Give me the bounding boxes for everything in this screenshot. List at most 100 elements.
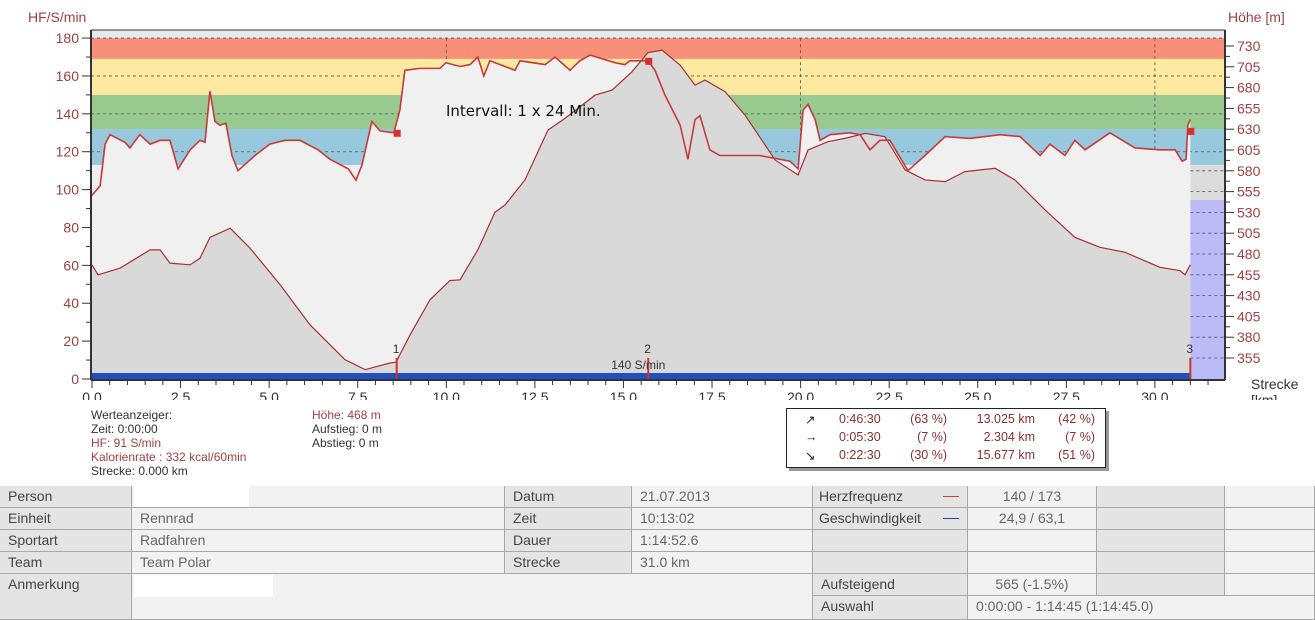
y-axis-left-label: HF/S/min [28,9,86,25]
strip-grey [1190,164,1225,200]
y-tick-label-right: 705 [1237,59,1261,75]
y-tick-label-right: 455 [1237,267,1261,283]
x-tick-label: 30.0 [1141,389,1168,400]
stat-dist-pct: (7 %) [1065,430,1095,444]
y-tick-label-right: 630 [1237,121,1261,137]
y-tick-label-right: 655 [1237,100,1261,116]
speed-label: Geschwindigkeit [819,510,921,526]
speed-value: 24,9 / 63,1 [968,508,1097,530]
aufsteigend-value: 565 (-1.5%) [968,574,1097,596]
werteanzeiger-hf: HF: 91 S/min [91,436,162,450]
hf-label: Herzfrequenz [819,488,904,504]
value-display: Werteanzeiger: Zeit: 0:00:00 HF: 91 S/mi… [91,408,246,478]
x-tick-label: 5.0 [259,389,279,400]
stat-dist-pct: (42 %) [1058,412,1095,426]
x-tick-label: 0.0 [82,389,102,400]
x-tick-label: 25.0 [964,389,991,400]
empty-cell [1097,574,1225,596]
stat-time-pct: (7 %) [917,430,947,444]
werteanzeiger-aufstieg: Aufstieg: 0 m [312,422,383,436]
empty-cell [1097,552,1225,574]
strecke-label: Strecke [505,552,632,574]
y-tick-label-right: 380 [1237,329,1261,345]
empty-cell [1097,508,1225,530]
hf-legend-cell: Herzfrequenz [813,486,968,508]
marker-note: 140 S/min [611,358,665,372]
strip-lavender [1190,200,1225,379]
empty-cell [1225,486,1315,508]
y-tick-label-left: 80 [63,219,79,235]
werteanzeiger-zeit: Zeit: 0:00:00 [91,422,158,436]
werteanzeiger-title: Werteanzeiger: [91,408,173,422]
einheit-value: Rennrad [132,508,505,530]
y-tick-label-right: 430 [1237,288,1261,304]
aufsteigend-label: Aufsteigend [813,574,968,596]
datum-value: 21.07.2013 [632,486,813,508]
hf-line [91,54,1192,196]
einheit-label: Einheit [0,508,132,530]
anmerkung-redacted [134,575,273,597]
altitude-area [92,50,1191,379]
y-tick-label-right: 480 [1237,246,1261,262]
person-label: Person [0,486,132,508]
downhill-arrow-icon: ↘ [805,449,816,463]
x-tick-label: 10.0 [433,389,460,400]
empty-cell [813,552,968,574]
stat-dist: 2.304 km [983,430,1035,444]
y-tick-label-right: 730 [1237,38,1261,54]
marker-point [393,129,401,137]
x-tick-label: 20.0 [787,389,814,400]
session-info-table: Person Datum 21.07.2013 Herzfrequenz 140… [0,486,1315,620]
empty-cell [1225,530,1315,552]
strecke-value: 31.0 km [632,552,813,574]
y-tick-label-right: 530 [1237,204,1261,220]
sportart-label: Sportart [0,530,132,552]
stat-dist: 13.025 km [976,412,1035,426]
stat-time: 0:46:30 [839,412,881,426]
stat-time-pct: (63 %) [910,412,947,426]
anmerkung-label: Anmerkung [0,574,132,620]
stat-time-pct: (30 %) [910,448,947,462]
y-axis-right-label: Höhe [m] [1228,9,1285,25]
marker-label: 2 [644,342,651,356]
team-label: Team [0,552,132,574]
empty-cell [813,530,968,552]
x-tick-label: 12.5 [521,389,548,400]
marker-label: 3 [1186,342,1193,356]
x-tick-label: 15.0 [610,389,637,400]
empty-cell [1097,530,1225,552]
marker-label: 1 [393,342,400,356]
flat-arrow-icon: → [805,430,818,444]
marker-point [1187,127,1195,135]
x-axis-label: Strecke [1251,376,1299,392]
zone-red [91,38,1225,59]
y-tick-label-right: 405 [1237,308,1261,324]
werteanzeiger-strecke: Strecke: 0.000 km [91,464,188,478]
x-tick-label: 17.5 [698,389,725,400]
stat-row-uphill: ↗ 0:46:30 (63 %) 13.025 km (42 %) [787,412,1105,430]
stat-time: 0:05:30 [839,430,881,444]
x-tick-label: 22.5 [876,389,903,400]
x-tick-label: 27.5 [1053,389,1080,400]
marker-point [645,57,653,65]
y-tick-label-left: 100 [56,182,80,198]
empty-cell [968,530,1097,552]
empty-cell [1225,508,1315,530]
altitude-line [91,49,1191,371]
werteanzeiger-kalorien: Kalorienrate : 332 kcal/60min [91,450,247,464]
y-tick-label-right: 580 [1237,163,1261,179]
datum-label: Datum [505,486,632,508]
werteanzeiger-hoehe: Höhe: 468 m [312,408,381,422]
interval-annotation: Intervall: 1 x 24 Min. [446,102,601,120]
y-tick-label-left: 180 [56,30,80,46]
y-tick-label-right: 555 [1237,184,1261,200]
zeit-label: Zeit [505,508,632,530]
empty-cell [1097,486,1225,508]
auswahl-value: 0:00:00 - 1:14:45 (1:14:45.0) [968,596,1315,620]
stat-row-downhill: ↘ 0:22:30 (30 %) 15.677 km (51 %) [787,448,1105,466]
stat-dist-pct: (51 %) [1058,448,1095,462]
empty-cell [1225,552,1315,574]
y-tick-label-left: 160 [56,68,80,84]
speed-bar [92,373,1191,379]
training-chart[interactable]: 1 2 140 S/min 3 0 20 40 60 80 100 120 140 160 180 355… [0,0,1315,400]
